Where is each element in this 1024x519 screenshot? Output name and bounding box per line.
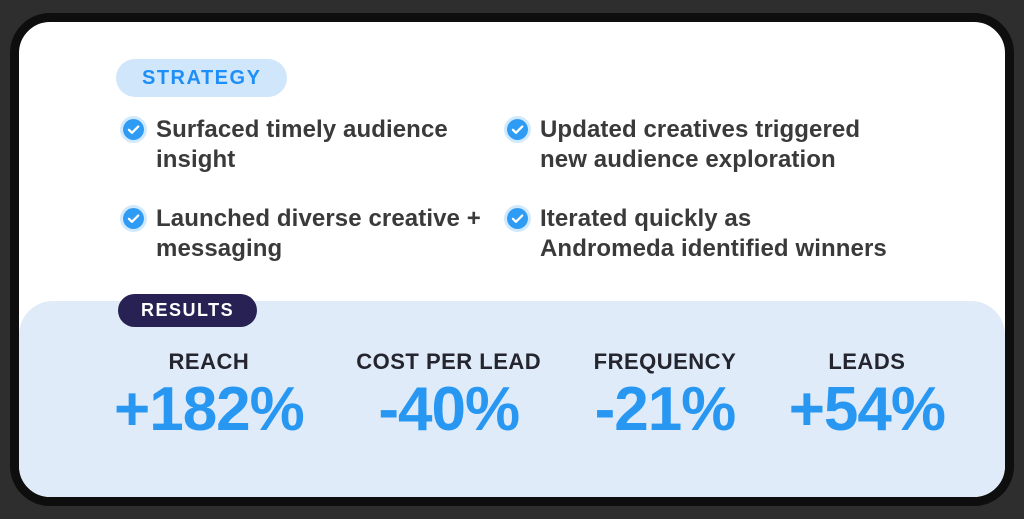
results-panel: REACH +182% COST PER LEAD -40% FREQUENCY… — [19, 301, 1005, 497]
metric-label: REACH — [168, 349, 250, 374]
metric-label: FREQUENCY — [593, 349, 737, 374]
check-circle-icon — [507, 208, 528, 230]
metric-leads: LEADS +54% — [788, 349, 946, 444]
bullet-text: Iterated quickly as Andromeda identified… — [540, 205, 887, 262]
strategy-bullet: Updated creatives triggered new audience… — [507, 115, 887, 174]
metric-label: COST PER LEAD — [356, 349, 542, 374]
strategy-bullet: Surfaced timely audience insight — [123, 115, 507, 174]
metric-value: -21% — [594, 375, 737, 444]
case-study-card: STRATEGY Surfaced timely audience insigh… — [10, 13, 1014, 506]
check-circle-icon — [507, 119, 528, 140]
bullet-text: Launched diverse creative + messaging — [156, 205, 481, 262]
check-circle-icon — [123, 119, 144, 140]
check-circle-icon — [123, 208, 144, 230]
metric-cost-per-lead: COST PER LEAD -40% — [356, 349, 541, 441]
metric-value: +182% — [114, 375, 305, 444]
strategy-badge: STRATEGY — [116, 59, 288, 97]
metric-label: LEADS — [828, 349, 906, 374]
metrics-row: REACH +182% COST PER LEAD -40% FREQUENCY… — [19, 349, 1005, 441]
metric-frequency: FREQUENCY -21% — [594, 349, 737, 441]
bullet-text: Updated creatives triggered new audience… — [540, 116, 861, 173]
metric-value: -40% — [378, 375, 520, 444]
metric-reach: REACH +182% — [114, 349, 305, 444]
strategy-bullet: Launched diverse creative + messaging — [123, 204, 507, 263]
results-badge: RESULTS — [118, 294, 258, 327]
metric-value: +54% — [788, 375, 946, 444]
bullet-text: Surfaced timely audience insight — [156, 116, 448, 173]
strategy-bullet-list: Surfaced timely audience insight Updated… — [123, 115, 887, 263]
strategy-bullet: Iterated quickly as Andromeda identified… — [507, 204, 887, 263]
